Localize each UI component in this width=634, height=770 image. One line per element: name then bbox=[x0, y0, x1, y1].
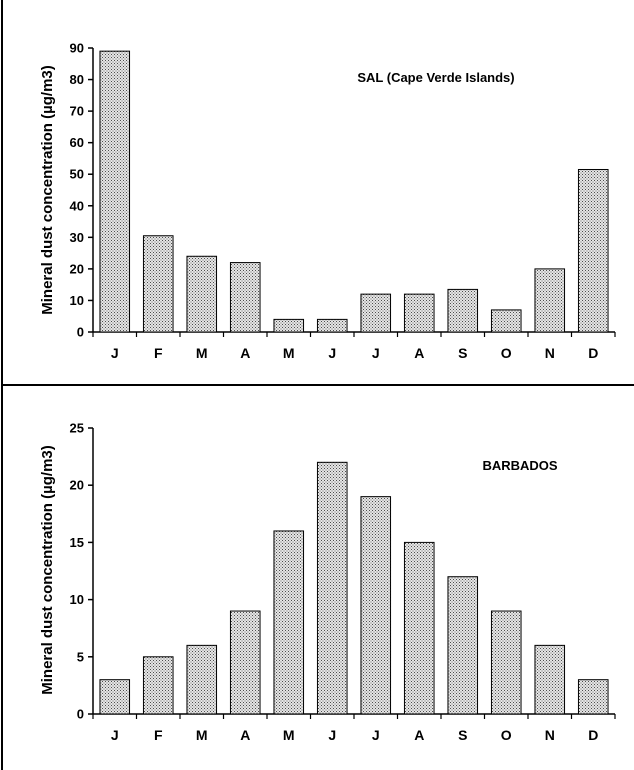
y-tick-label: 15 bbox=[70, 535, 84, 550]
x-category-label: M bbox=[283, 345, 295, 361]
bar bbox=[535, 269, 565, 332]
x-category-label: O bbox=[501, 727, 512, 743]
x-category-label: A bbox=[240, 345, 250, 361]
bar bbox=[491, 310, 521, 332]
x-category-label: J bbox=[372, 727, 380, 743]
x-category-label: M bbox=[196, 727, 208, 743]
y-tick-label: 10 bbox=[70, 293, 84, 308]
y-axis-label: Mineral dust concentration (µg/m3) bbox=[39, 445, 56, 695]
chart-title: SAL (Cape Verde Islands) bbox=[357, 70, 514, 85]
x-category-label: F bbox=[154, 345, 163, 361]
bar bbox=[448, 577, 478, 714]
y-axis-label: Mineral dust concentration (µg/m3) bbox=[39, 65, 56, 315]
bar bbox=[404, 542, 434, 714]
x-category-label: D bbox=[588, 345, 598, 361]
x-category-label: O bbox=[501, 345, 512, 361]
bar bbox=[143, 236, 173, 332]
y-tick-label: 60 bbox=[70, 135, 84, 150]
y-tick-label: 0 bbox=[77, 707, 84, 722]
bar bbox=[317, 462, 347, 714]
chart-sal: Mineral dust concentration (µg/m3) SAL (… bbox=[39, 41, 615, 362]
y-tick-label: 5 bbox=[77, 649, 84, 664]
bar bbox=[578, 680, 608, 714]
y-tick-label: 20 bbox=[70, 261, 84, 276]
bars bbox=[100, 462, 608, 714]
x-category-label: A bbox=[414, 727, 424, 743]
x-category-label: S bbox=[458, 727, 467, 743]
x-category-label: N bbox=[545, 727, 555, 743]
bar bbox=[230, 263, 260, 332]
y-tick-label: 90 bbox=[70, 41, 84, 56]
bar bbox=[491, 611, 521, 714]
bar bbox=[317, 319, 347, 332]
bar bbox=[535, 645, 565, 714]
x-category-label: M bbox=[196, 345, 208, 361]
x-category-label: S bbox=[458, 345, 467, 361]
bar bbox=[100, 680, 130, 714]
chart-title: BARBADOS bbox=[482, 458, 557, 473]
bar bbox=[448, 289, 478, 332]
x-category-label: J bbox=[328, 345, 336, 361]
bar bbox=[143, 657, 173, 714]
bar bbox=[361, 497, 391, 714]
x-category-label: D bbox=[588, 727, 598, 743]
y-tick-label: 25 bbox=[70, 421, 84, 436]
y-tick-label: 70 bbox=[70, 104, 84, 119]
bar bbox=[187, 256, 217, 332]
x-category-label: J bbox=[328, 727, 336, 743]
bar bbox=[230, 611, 260, 714]
y-tick-label: 80 bbox=[70, 72, 84, 87]
y-tick-label: 20 bbox=[70, 478, 84, 493]
y-tick-label: 10 bbox=[70, 592, 84, 607]
x-category-label: A bbox=[414, 345, 424, 361]
y-ticks: 0 10 20 30 40 50 60 70 80 90 bbox=[70, 41, 93, 340]
bars bbox=[100, 51, 608, 332]
bar bbox=[404, 294, 434, 332]
bar bbox=[100, 51, 130, 332]
y-tick-label: 50 bbox=[70, 167, 84, 182]
chart-barbados: Mineral dust concentration (µg/m3) BARBA… bbox=[39, 421, 615, 744]
bar bbox=[578, 169, 608, 332]
x-category-label: J bbox=[372, 345, 380, 361]
x-category-label: F bbox=[154, 727, 163, 743]
y-tick-label: 40 bbox=[70, 198, 84, 213]
bar bbox=[274, 319, 304, 332]
x-category-label: N bbox=[545, 345, 555, 361]
x-category-label: J bbox=[111, 345, 119, 361]
bar bbox=[361, 294, 391, 332]
bar bbox=[274, 531, 304, 714]
y-tick-label: 0 bbox=[77, 325, 84, 340]
x-category-label: A bbox=[240, 727, 250, 743]
bar bbox=[187, 645, 217, 714]
y-tick-label: 30 bbox=[70, 230, 84, 245]
x-category-label: M bbox=[283, 727, 295, 743]
y-ticks: 0 5 10 15 20 25 bbox=[70, 421, 93, 722]
x-category-label: J bbox=[111, 727, 119, 743]
